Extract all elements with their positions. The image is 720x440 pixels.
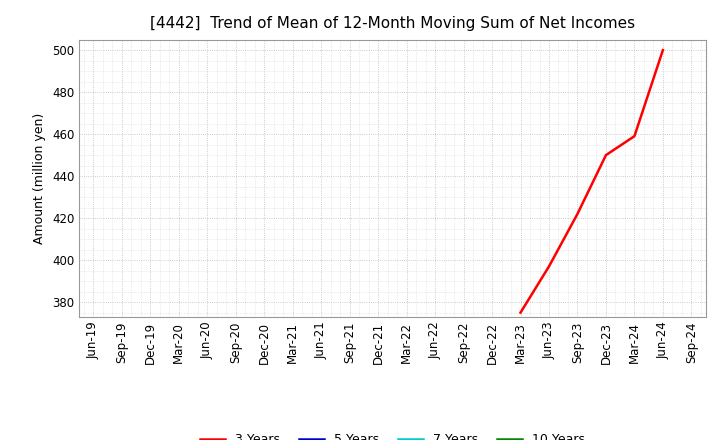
3 Years	[573, 211, 582, 216]
Line: 3 Years: 3 Years	[521, 50, 663, 312]
3 Years	[602, 152, 611, 158]
3 Years	[516, 310, 525, 315]
3 Years	[545, 264, 554, 269]
3 Years	[630, 134, 639, 139]
3 Years	[659, 48, 667, 53]
Y-axis label: Amount (million yen): Amount (million yen)	[33, 113, 46, 244]
Title: [4442]  Trend of Mean of 12-Month Moving Sum of Net Incomes: [4442] Trend of Mean of 12-Month Moving …	[150, 16, 635, 32]
Legend: 3 Years, 5 Years, 7 Years, 10 Years: 3 Years, 5 Years, 7 Years, 10 Years	[195, 429, 590, 440]
